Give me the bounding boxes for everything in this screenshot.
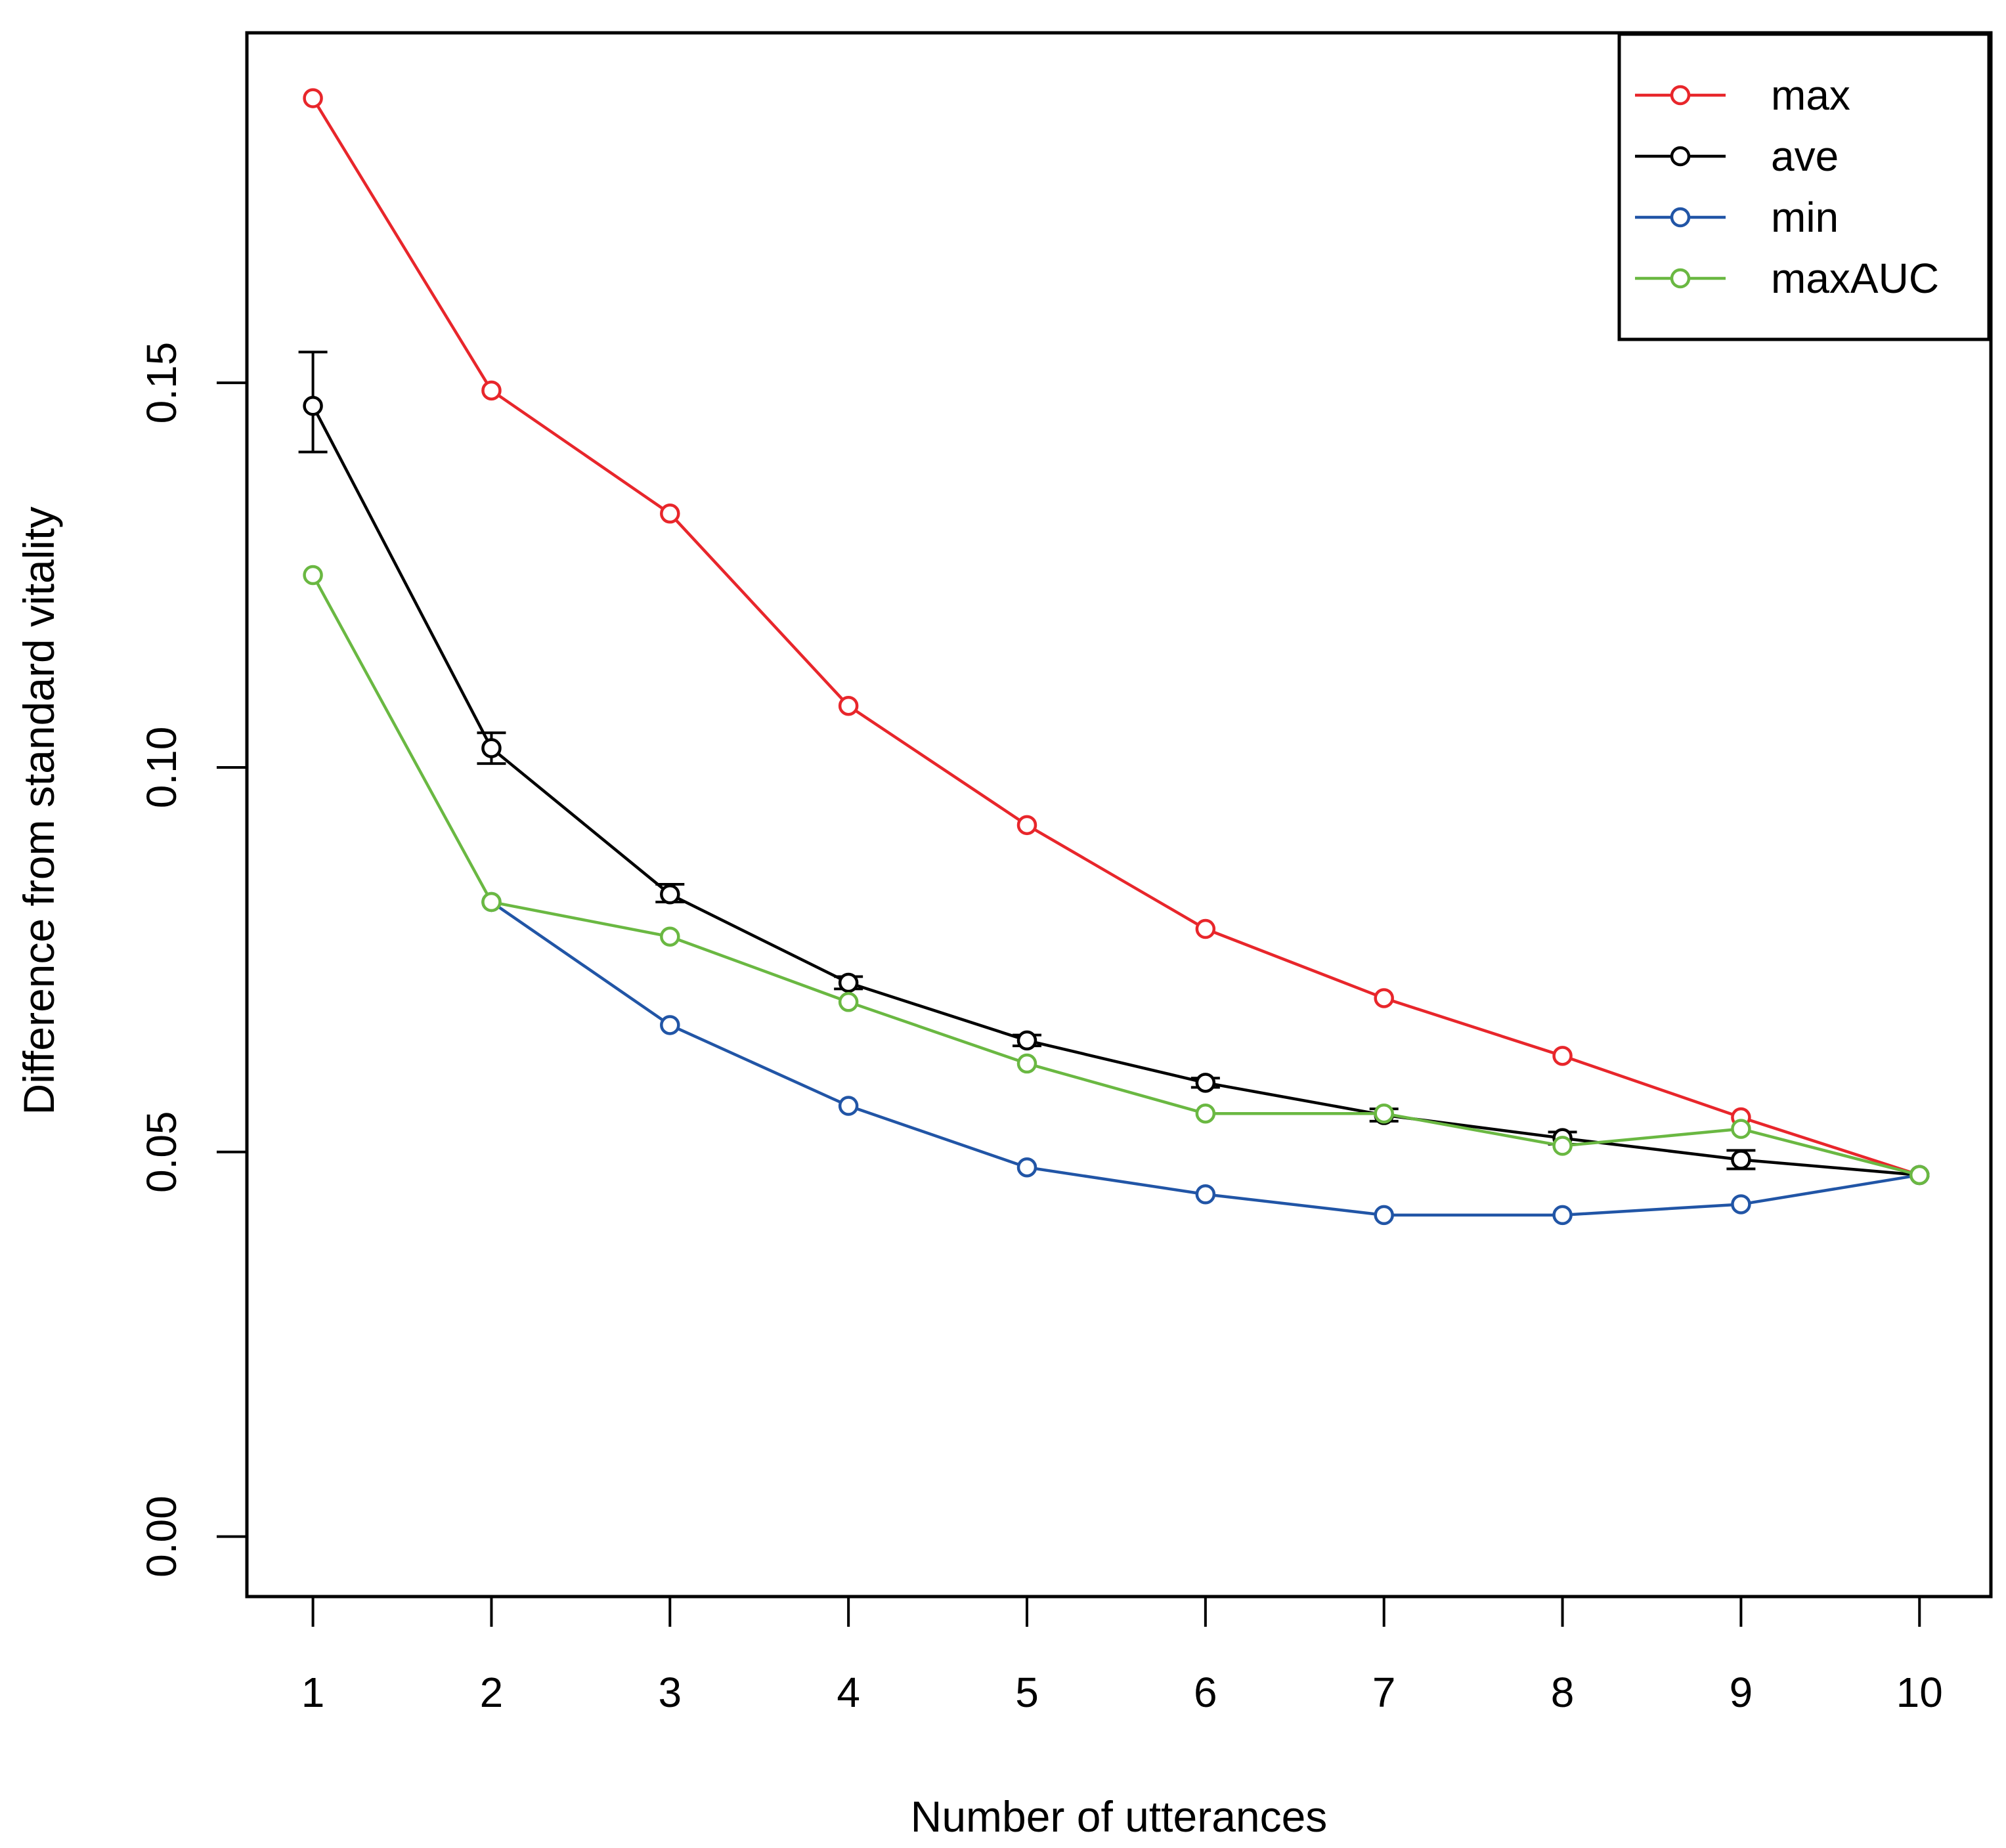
x-tick-label-8: 8 (1551, 1669, 1575, 1716)
point-min-9 (1731, 1194, 1751, 1214)
x-tick-label-2: 2 (480, 1669, 504, 1716)
y-tick-label-0.00: 0.00 (138, 1495, 185, 1578)
point-maxAUC-4 (838, 992, 859, 1012)
y-axis-title: Difference from standard vitality (14, 507, 63, 1115)
point-min-3 (660, 1015, 680, 1035)
point-maxAUC-5 (1016, 1053, 1037, 1074)
legend-marker-ave (1670, 146, 1691, 167)
legend: max ave min maxAUC (1617, 32, 1991, 341)
legend-label-min: min (1771, 194, 1839, 241)
legend-marker-min (1670, 207, 1691, 228)
legend-label-ave: ave (1771, 133, 1839, 180)
point-ave-1 (303, 396, 323, 416)
point-min-4 (838, 1096, 859, 1116)
point-maxAUC-10 (1909, 1165, 1930, 1186)
legend-marker-max (1670, 85, 1691, 106)
point-max-6 (1195, 918, 1216, 939)
point-max-3 (660, 504, 680, 524)
series-maxAUC (303, 565, 1930, 1186)
legend-label-max: max (1771, 72, 1850, 119)
x-tick-label-5: 5 (1015, 1669, 1039, 1716)
point-ave-2 (481, 738, 502, 758)
point-maxAUC-1 (303, 565, 323, 586)
x-tick-label-4: 4 (837, 1669, 860, 1716)
point-ave-4 (838, 972, 859, 993)
point-min-8 (1552, 1205, 1573, 1226)
point-maxAUC-8 (1552, 1136, 1573, 1156)
point-max-5 (1016, 815, 1037, 836)
point-ave-6 (1195, 1073, 1216, 1093)
y-tick-label-0.05: 0.05 (138, 1111, 185, 1193)
plot-frame (245, 31, 1993, 1599)
y-tick-label-0.10: 0.10 (138, 727, 185, 809)
point-min-7 (1374, 1205, 1394, 1226)
point-maxAUC-3 (660, 926, 680, 947)
point-ave-3 (660, 884, 680, 905)
point-maxAUC-9 (1731, 1119, 1751, 1139)
x-tick-label-6: 6 (1194, 1669, 1217, 1716)
x-tick-label-9: 9 (1730, 1669, 1753, 1716)
point-max-4 (838, 695, 859, 716)
legend-box (1617, 32, 1991, 341)
legend-marker-maxAUC (1670, 268, 1691, 289)
point-maxAUC-6 (1195, 1103, 1216, 1124)
point-ave-5 (1016, 1030, 1037, 1051)
x-tick-label-1: 1 (301, 1669, 325, 1716)
series-line-maxAUC (311, 574, 1920, 1177)
x-axis-title: Number of utterances (911, 1792, 1328, 1841)
x-tick-label-3: 3 (658, 1669, 682, 1716)
legend-label-maxAUC: maxAUC (1771, 255, 1939, 302)
series-layer (298, 88, 1930, 1226)
point-maxAUC-2 (481, 892, 502, 913)
x-tick-label-7: 7 (1372, 1669, 1396, 1716)
point-ave-9 (1731, 1150, 1751, 1170)
point-max-2 (481, 380, 502, 401)
point-max-8 (1552, 1046, 1573, 1066)
point-maxAUC-7 (1374, 1103, 1394, 1124)
point-min-6 (1195, 1184, 1216, 1205)
point-max-1 (303, 88, 323, 108)
series-line-max (311, 97, 1920, 1177)
y-tick-label-0.15: 0.15 (138, 342, 185, 424)
x-tick-label-10: 10 (1896, 1669, 1943, 1716)
point-min-5 (1016, 1157, 1037, 1178)
point-max-7 (1374, 988, 1394, 1008)
series-line-ave (311, 405, 1920, 1177)
